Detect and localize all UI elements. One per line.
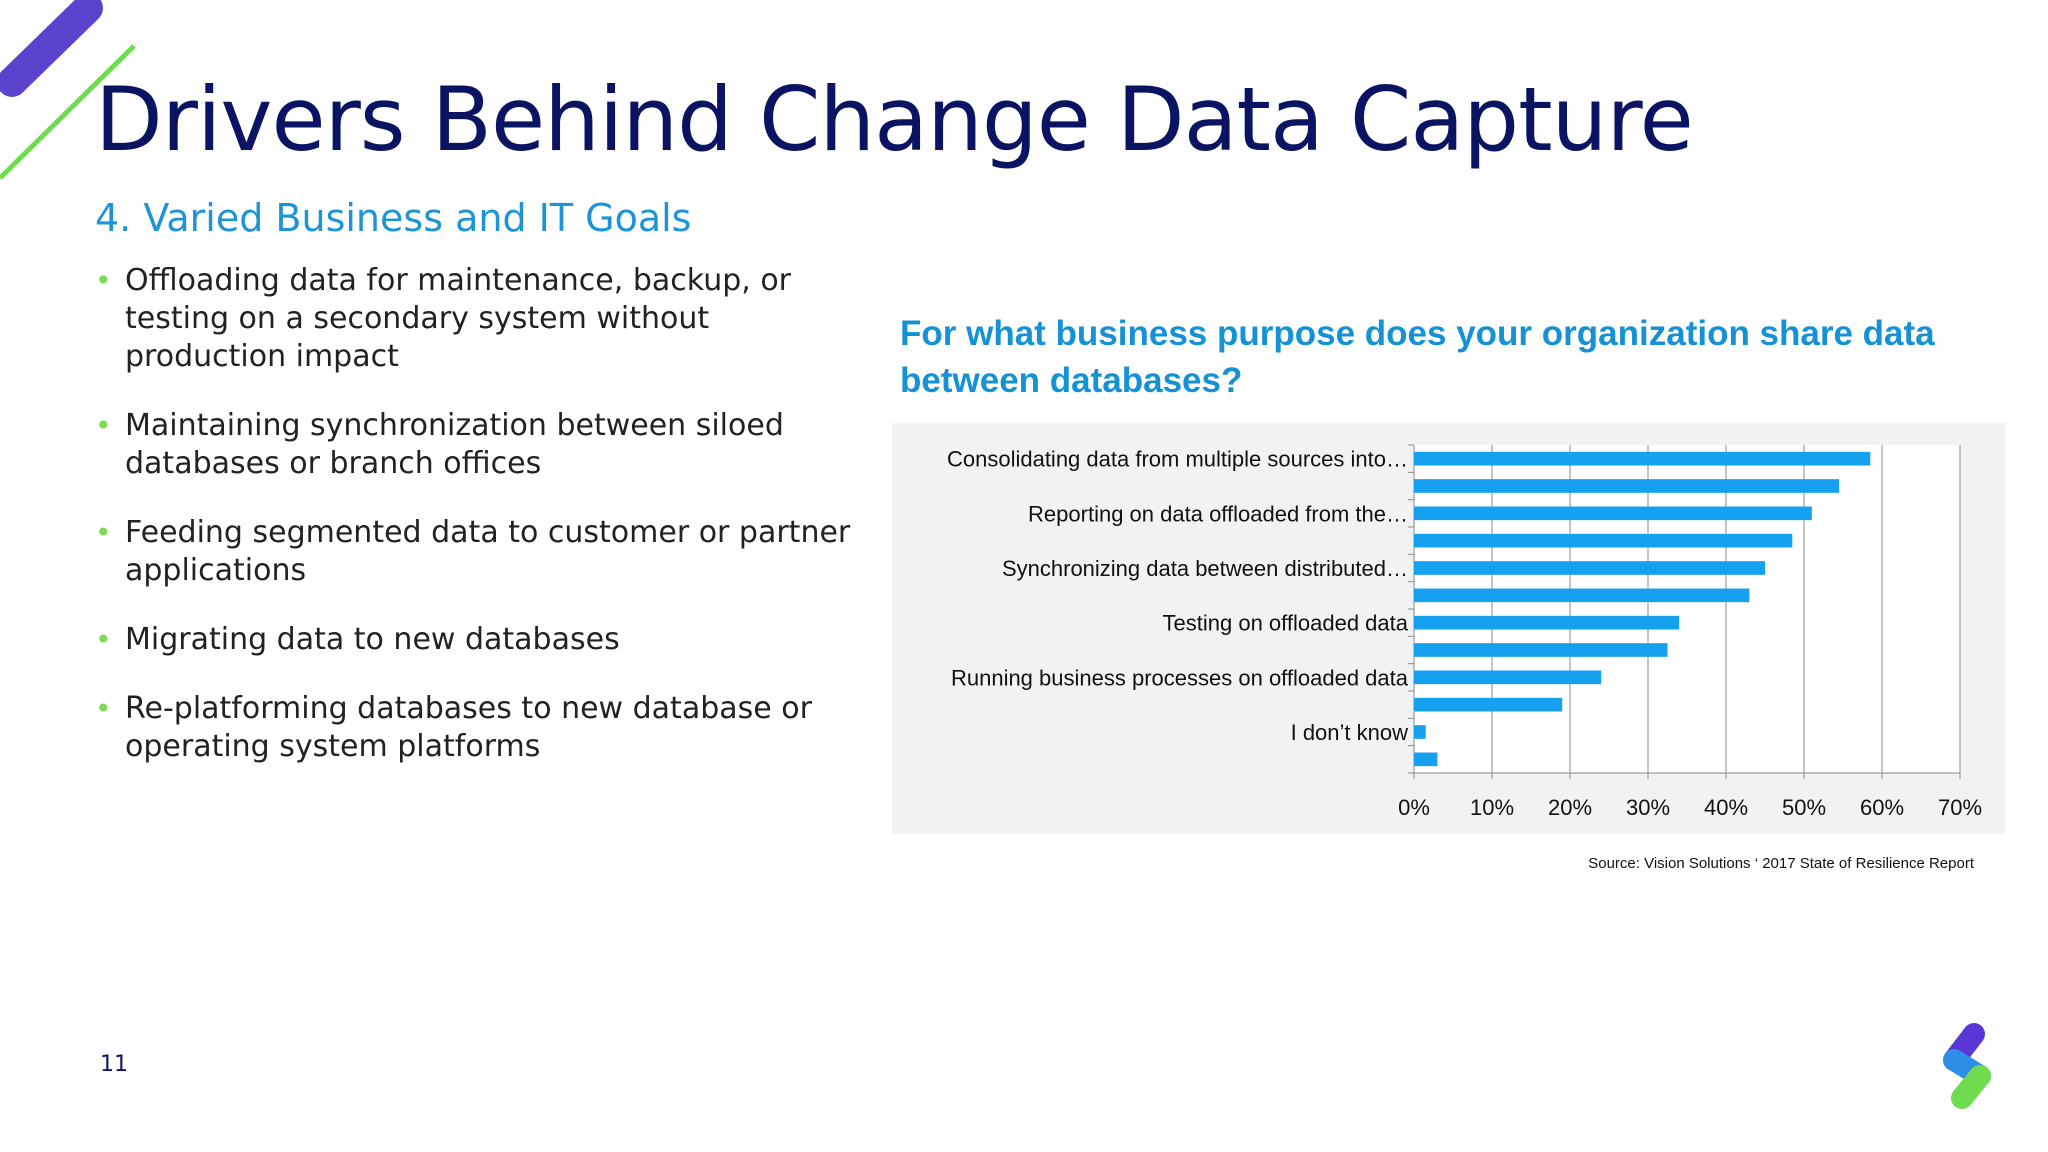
x-tick-label: 30% — [1626, 795, 1670, 820]
bar — [1414, 533, 1793, 548]
bullet-dot-icon: • — [95, 516, 112, 549]
category-label: I don’t know — [1291, 720, 1409, 745]
bullet-dot-icon: • — [95, 692, 112, 725]
bullet-dot-icon: • — [95, 264, 112, 297]
bullet-text: Re-platforming databases to new database… — [125, 691, 812, 764]
bullet-item: • Offloading data for maintenance, backup… — [95, 262, 855, 376]
bullet-item: • Feeding segmented data to customer or p… — [95, 514, 855, 590]
x-tick-label: 70% — [1938, 795, 1982, 820]
chart-title: For what business purpose does your orga… — [900, 314, 1935, 400]
bar — [1414, 451, 1871, 466]
bar — [1414, 643, 1668, 657]
bullet-item: • Maintaining synchronization between sil… — [95, 407, 855, 483]
plot-area — [1414, 445, 1960, 773]
bullet-text: Migrating data to new databases — [125, 622, 620, 657]
x-tick-label: 20% — [1548, 795, 1592, 820]
bar — [1414, 479, 1840, 493]
bar — [1414, 561, 1765, 575]
bullet-item: • Re-platforming databases to new databas… — [95, 690, 855, 766]
x-tick-label: 60% — [1860, 795, 1904, 820]
category-label: Reporting on data offloaded from the… — [1028, 501, 1408, 526]
bar — [1414, 670, 1602, 685]
chart-panel: 0% 10% 20% 30% 40% 50% 60% 70% Consolidating dat… — [892, 423, 2005, 834]
category-label: Synchronizing data between distributed… — [1002, 556, 1408, 581]
bullet-text: Offloading data for maintenance, backup,… — [125, 263, 792, 374]
category-label: Consolidating data from multiple sources… — [947, 447, 1408, 472]
bullet-dot-icon: • — [95, 623, 112, 656]
slide-title: Drivers Behind Change Data Capture — [95, 68, 1694, 171]
slide-subtitle: 4. Varied Business and IT Goals — [95, 196, 692, 240]
bar — [1414, 506, 1812, 521]
x-tick-label: 0% — [1398, 795, 1430, 820]
brand-logo-s-icon — [1943, 1023, 1991, 1109]
page-number: 11 — [100, 1052, 128, 1077]
bullet-text: Maintaining synchronization between silo… — [125, 408, 784, 481]
bullet-dot-icon: • — [95, 409, 112, 442]
bullet-list: • Offloading data for maintenance, backup… — [95, 262, 855, 797]
bullet-item: • Migrating data to new databases — [95, 621, 855, 659]
bar — [1414, 615, 1680, 630]
bar — [1414, 588, 1750, 603]
x-tick-label: 10% — [1470, 795, 1514, 820]
x-tick-label: 50% — [1782, 795, 1826, 820]
bar-chart: 0% 10% 20% 30% 40% 50% 60% 70% Consolidating dat… — [947, 444, 1982, 820]
x-tick-label: 40% — [1704, 795, 1748, 820]
bullet-text: Feeding segmented data to customer or pa… — [125, 515, 851, 588]
category-label: Testing on offloaded data — [1163, 611, 1409, 636]
category-label: Running business processes on offloaded … — [951, 665, 1409, 690]
bar — [1414, 725, 1426, 739]
source-note: Source: Vision Solutions ‘ 2017 State of… — [1588, 855, 1974, 872]
bar — [1414, 752, 1438, 767]
brand-logo-stripes-icon — [0, 0, 136, 180]
bar — [1414, 697, 1563, 712]
